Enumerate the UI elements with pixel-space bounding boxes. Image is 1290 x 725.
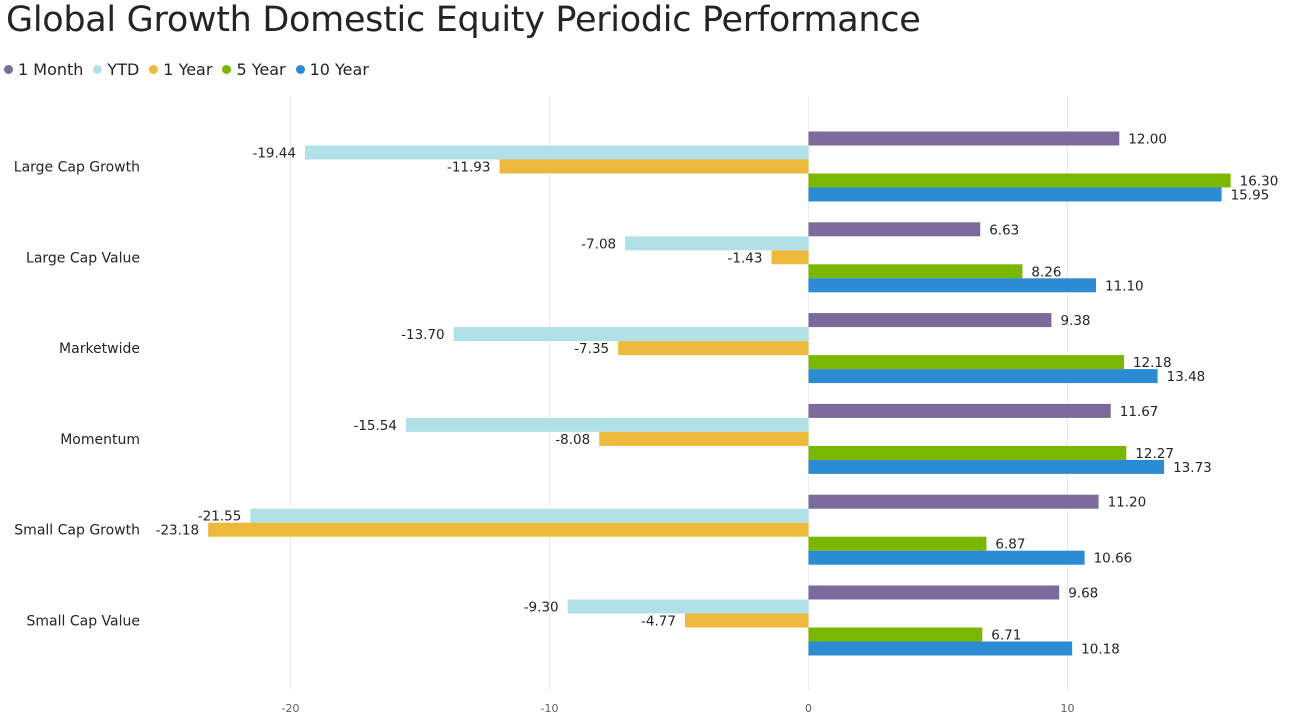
data-label: -4.77	[641, 614, 676, 630]
bar[interactable]	[808, 131, 1120, 146]
bar[interactable]	[305, 145, 809, 160]
bar[interactable]	[808, 536, 987, 551]
x-tick-label: 0	[805, 702, 812, 715]
bar[interactable]	[567, 599, 809, 614]
chart-legend: 1 Month YTD 1 Year 5 Year 10 Year	[4, 60, 379, 79]
category-label: Momentum	[60, 432, 140, 448]
legend-marker	[4, 65, 13, 74]
data-label: 12.00	[1128, 132, 1167, 148]
legend-item-10-year[interactable]: 10 Year	[295, 60, 369, 79]
bar[interactable]	[406, 417, 809, 432]
data-label: 10.66	[1094, 551, 1133, 567]
data-label: 11.10	[1105, 278, 1144, 294]
data-label: -15.54	[353, 418, 397, 434]
bar[interactable]	[808, 585, 1060, 600]
data-label: -7.35	[574, 341, 609, 357]
legend-item-5-year[interactable]: 5 Year	[222, 60, 286, 79]
data-label: -1.43	[728, 250, 763, 266]
legend-label: 1 Month	[18, 60, 84, 79]
data-label: 13.48	[1167, 369, 1206, 385]
data-label: -23.18	[156, 523, 200, 539]
data-label: 12.27	[1135, 446, 1174, 462]
category-label: Large Cap Growth	[14, 160, 140, 176]
category-label: Marketwide	[59, 341, 140, 357]
data-label: 11.20	[1108, 495, 1147, 511]
data-label: -8.08	[555, 432, 590, 448]
bar[interactable]	[808, 313, 1052, 328]
x-tick-label: -20	[282, 702, 300, 715]
bar[interactable]	[625, 236, 809, 251]
bar[interactable]	[808, 278, 1096, 293]
legend-marker	[93, 65, 103, 74]
legend-label: YTD	[107, 60, 140, 79]
data-label: 9.38	[1060, 313, 1090, 329]
bar[interactable]	[808, 494, 1099, 509]
bar[interactable]	[808, 173, 1231, 188]
legend-label: 1 Year	[163, 60, 213, 79]
legend-label: 5 Year	[236, 60, 286, 79]
data-label: -13.70	[401, 327, 445, 343]
bar[interactable]	[808, 187, 1222, 202]
data-label: 11.67	[1120, 404, 1159, 420]
data-label: 13.73	[1173, 460, 1212, 476]
chart-title: Global Growth Domestic Equity Periodic P…	[6, 0, 921, 40]
bar[interactable]	[808, 445, 1127, 460]
bar[interactable]	[808, 627, 983, 642]
bar[interactable]	[618, 341, 809, 356]
legend-item-1-year[interactable]: 1 Year	[149, 60, 212, 79]
x-tick-label: -10	[541, 702, 559, 715]
data-label: -11.93	[447, 160, 491, 176]
bar[interactable]	[808, 550, 1085, 565]
data-label: -19.44	[252, 146, 296, 162]
category-label: Small Cap Growth	[14, 523, 140, 539]
bar[interactable]	[499, 159, 809, 174]
bar[interactable]	[684, 613, 809, 628]
bar[interactable]	[771, 250, 809, 265]
legend-item-1-month[interactable]: 1 Month	[4, 60, 83, 79]
bar[interactable]	[250, 508, 809, 523]
bar[interactable]	[808, 369, 1158, 384]
data-label: 9.68	[1068, 586, 1098, 602]
legend-marker	[295, 65, 305, 74]
data-label: 12.18	[1133, 355, 1172, 371]
bar[interactable]	[453, 327, 809, 342]
bar[interactable]	[808, 222, 981, 237]
data-label: -7.08	[581, 236, 616, 252]
bar[interactable]	[808, 355, 1124, 370]
data-label: -9.30	[524, 600, 559, 616]
bar[interactable]	[808, 459, 1165, 474]
data-label: 10.18	[1081, 642, 1120, 658]
legend-marker	[149, 65, 159, 74]
legend-marker	[222, 65, 232, 74]
data-label: 6.71	[991, 628, 1021, 644]
legend-label: 10 Year	[309, 60, 369, 79]
data-label: -21.55	[198, 509, 242, 525]
data-label: 15.95	[1231, 188, 1270, 204]
data-label: 6.63	[989, 222, 1019, 238]
data-label: 6.87	[995, 537, 1025, 553]
legend-item-ytd[interactable]: YTD	[93, 60, 139, 79]
data-label: 8.26	[1031, 264, 1061, 280]
x-tick-label: 10	[1061, 702, 1075, 715]
bar[interactable]	[808, 641, 1073, 656]
bar[interactable]	[208, 522, 809, 537]
category-label: Large Cap Value	[26, 250, 140, 266]
bar[interactable]	[599, 431, 809, 446]
category-label: Small Cap Value	[27, 614, 140, 630]
bar[interactable]	[808, 403, 1111, 418]
bar[interactable]	[808, 264, 1023, 279]
data-label: 16.30	[1240, 174, 1279, 190]
